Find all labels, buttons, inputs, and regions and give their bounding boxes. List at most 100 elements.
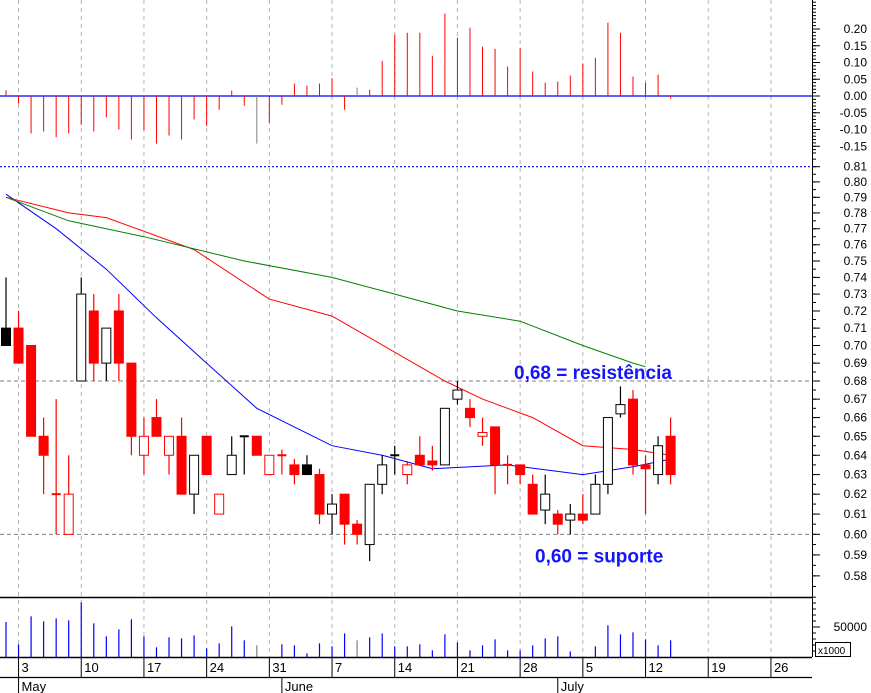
- candle-body: [364, 483, 375, 546]
- candle: [101, 327, 112, 381]
- candle-body: [164, 435, 175, 456]
- candle-body: [264, 454, 275, 476]
- candle-body: [464, 407, 475, 419]
- price-tick-label: 0.78: [844, 206, 868, 220]
- candle-body: [602, 417, 613, 485]
- candle: [665, 417, 676, 485]
- candle: [289, 459, 300, 485]
- date-tick-label: 19: [711, 660, 725, 675]
- candle-body: [427, 460, 438, 466]
- price-tick-label: 0.74: [844, 270, 868, 284]
- price-tick-label: 0.80: [844, 175, 868, 189]
- candle: [51, 399, 61, 535]
- candle: [138, 417, 149, 475]
- price-tick-label: 0.73: [844, 287, 868, 301]
- candle: [615, 386, 626, 418]
- candle: [201, 435, 212, 476]
- candle-body: [201, 435, 212, 476]
- candle: [176, 417, 187, 495]
- date-tick-label: 17: [147, 660, 161, 675]
- candle: [653, 436, 664, 485]
- candle: [552, 510, 563, 535]
- candle: [264, 454, 275, 476]
- month-label: May: [22, 679, 47, 693]
- price-tick-label: 0.65: [844, 429, 868, 443]
- candle: [540, 474, 551, 525]
- candle-body: [113, 310, 124, 364]
- candle: [38, 417, 49, 495]
- candle: [301, 455, 312, 476]
- candle-body: [327, 503, 338, 515]
- candle: [151, 399, 162, 437]
- candle: [352, 520, 363, 545]
- date-tick-label: 7: [335, 660, 342, 675]
- price-tick-label: 0.79: [844, 190, 868, 204]
- candle: [164, 435, 175, 475]
- candle-body: [439, 407, 450, 466]
- candle: [577, 494, 588, 525]
- ma-mid-line: [5, 196, 671, 456]
- candle: [439, 407, 450, 466]
- candle-body: [214, 493, 225, 515]
- date-tick-label: 5: [586, 660, 593, 675]
- month-label: June: [285, 679, 313, 693]
- candle: [251, 435, 262, 456]
- price-tick-label: 0.68: [844, 374, 868, 388]
- price-tick-label: 0.58: [844, 569, 868, 583]
- candle: [339, 493, 350, 545]
- candle-body: [628, 398, 638, 466]
- price-tick-label: 0.71: [844, 321, 868, 335]
- candle: [565, 504, 576, 535]
- price-tick-label: 0.61: [844, 507, 868, 521]
- candle: [477, 417, 488, 446]
- date-tick-label: 31: [272, 660, 286, 675]
- volume-tick-label: 50000: [834, 620, 868, 634]
- indicator-tick-label: 0.00: [844, 89, 868, 103]
- candle: [76, 277, 87, 382]
- candle-body: [477, 432, 488, 437]
- price-tick-label: 0.76: [844, 238, 868, 252]
- price-tick-label: 0.66: [844, 411, 868, 425]
- candle-body: [151, 417, 162, 437]
- candle-body: [452, 389, 463, 400]
- price-tick-label: 0.72: [844, 304, 868, 318]
- candle: [226, 436, 237, 476]
- price-tick-label: 0.67: [844, 392, 868, 406]
- candle-body: [226, 454, 237, 476]
- candle: [452, 381, 463, 405]
- candle: [63, 455, 74, 535]
- candle: [1, 277, 11, 346]
- price-tick-label: 0.60: [844, 527, 868, 541]
- candle-body: [665, 435, 676, 476]
- candle-body: [76, 293, 87, 382]
- candle: [364, 483, 375, 562]
- candle-body: [88, 310, 99, 364]
- date-tick-label: 12: [649, 660, 663, 675]
- ma-short-line: [5, 193, 671, 476]
- candle-body: [251, 435, 262, 456]
- price-tick-label: 0.59: [844, 548, 868, 562]
- indicator-tick-label: 0.05: [844, 72, 868, 86]
- candle: [314, 468, 325, 525]
- candle-body: [615, 404, 626, 415]
- date-tick-label: 10: [84, 660, 98, 675]
- candle: [402, 461, 413, 485]
- candle-body: [527, 483, 538, 515]
- candle: [640, 455, 651, 515]
- candle-body: [63, 493, 74, 535]
- price-tick-label: 0.63: [844, 468, 868, 482]
- candle: [464, 399, 475, 427]
- candle-body: [653, 445, 664, 476]
- candle-body: [38, 435, 49, 456]
- indicator-tick-label: 0.15: [844, 39, 868, 53]
- candle-body: [138, 435, 149, 456]
- candle-body: [126, 362, 137, 437]
- candle-body: [577, 513, 588, 521]
- candle: [13, 310, 24, 364]
- candle-body: [565, 513, 576, 521]
- month-label: July: [561, 679, 585, 693]
- resistance-label: 0,68 = resistência: [514, 363, 672, 384]
- candle: [189, 454, 200, 515]
- price-tick-label: 0.64: [844, 448, 868, 462]
- indicator-tick-label: -0.10: [840, 123, 868, 137]
